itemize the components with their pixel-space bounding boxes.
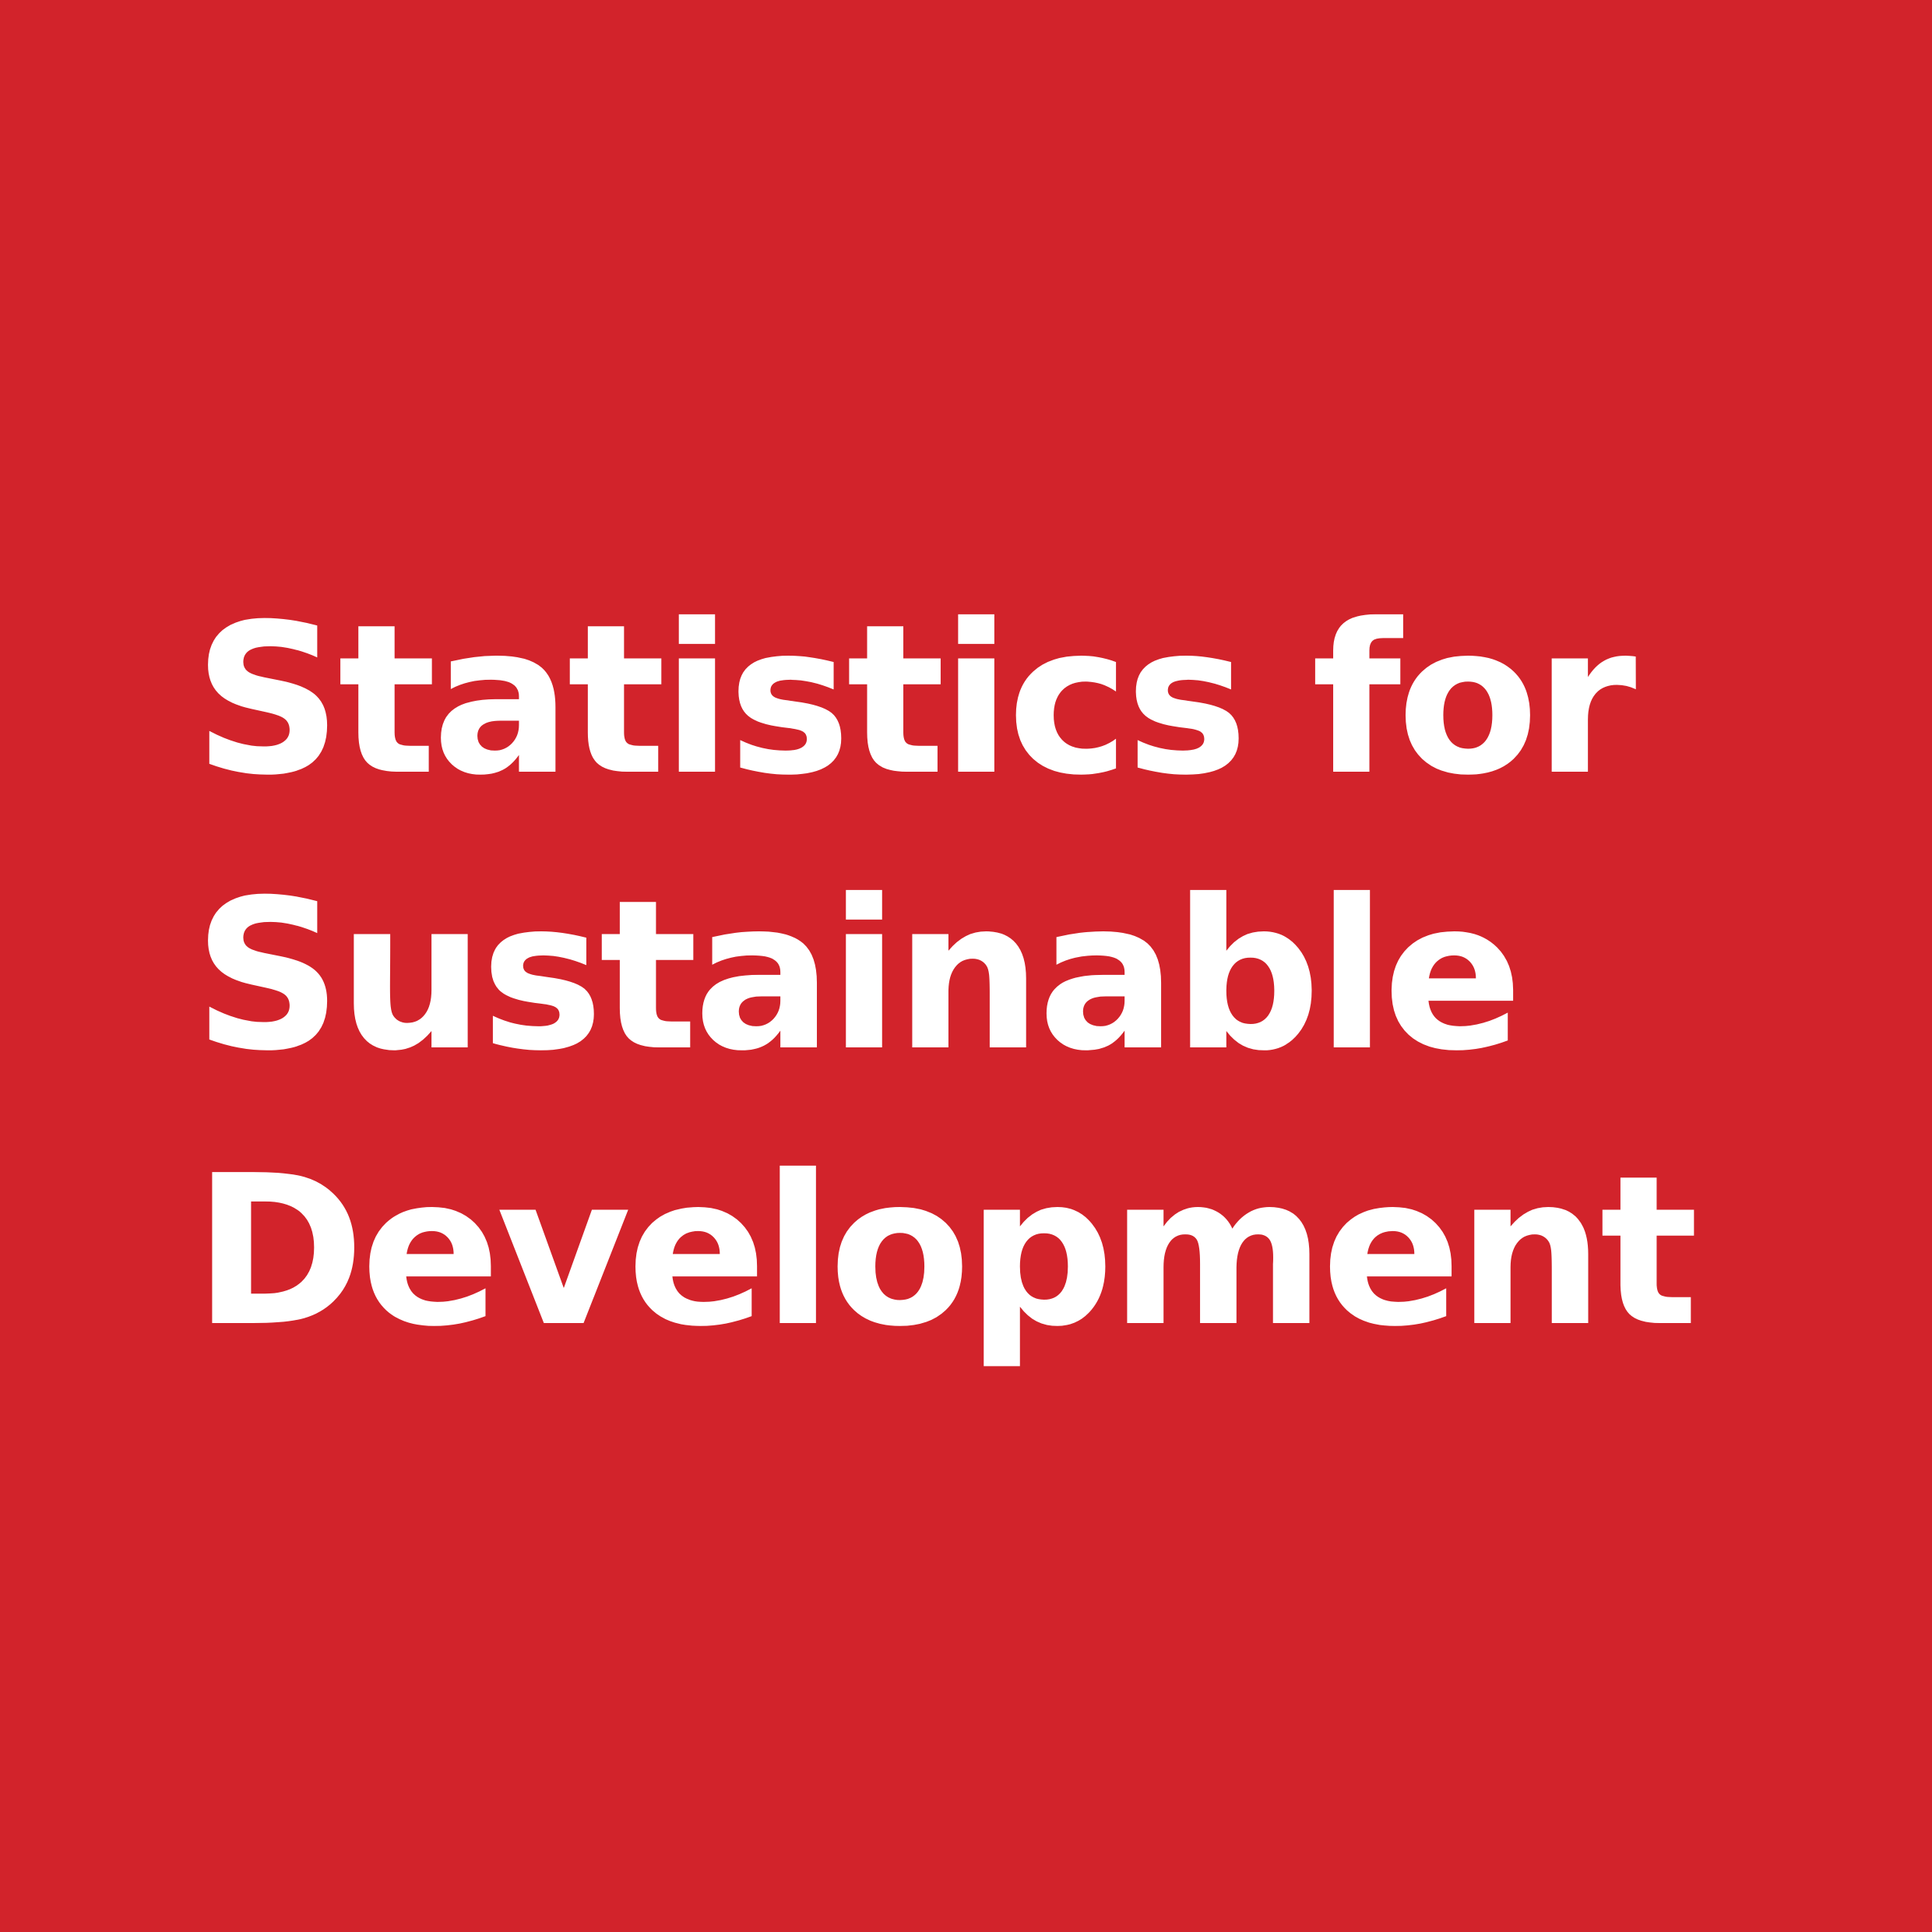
title-line-1: Statistics for <box>193 579 1637 821</box>
tile-title: Statistics for Sustainable Development <box>193 562 1698 1389</box>
title-line-3: Development <box>193 1131 1698 1372</box>
title-line-2: Sustainable <box>193 855 1523 1096</box>
